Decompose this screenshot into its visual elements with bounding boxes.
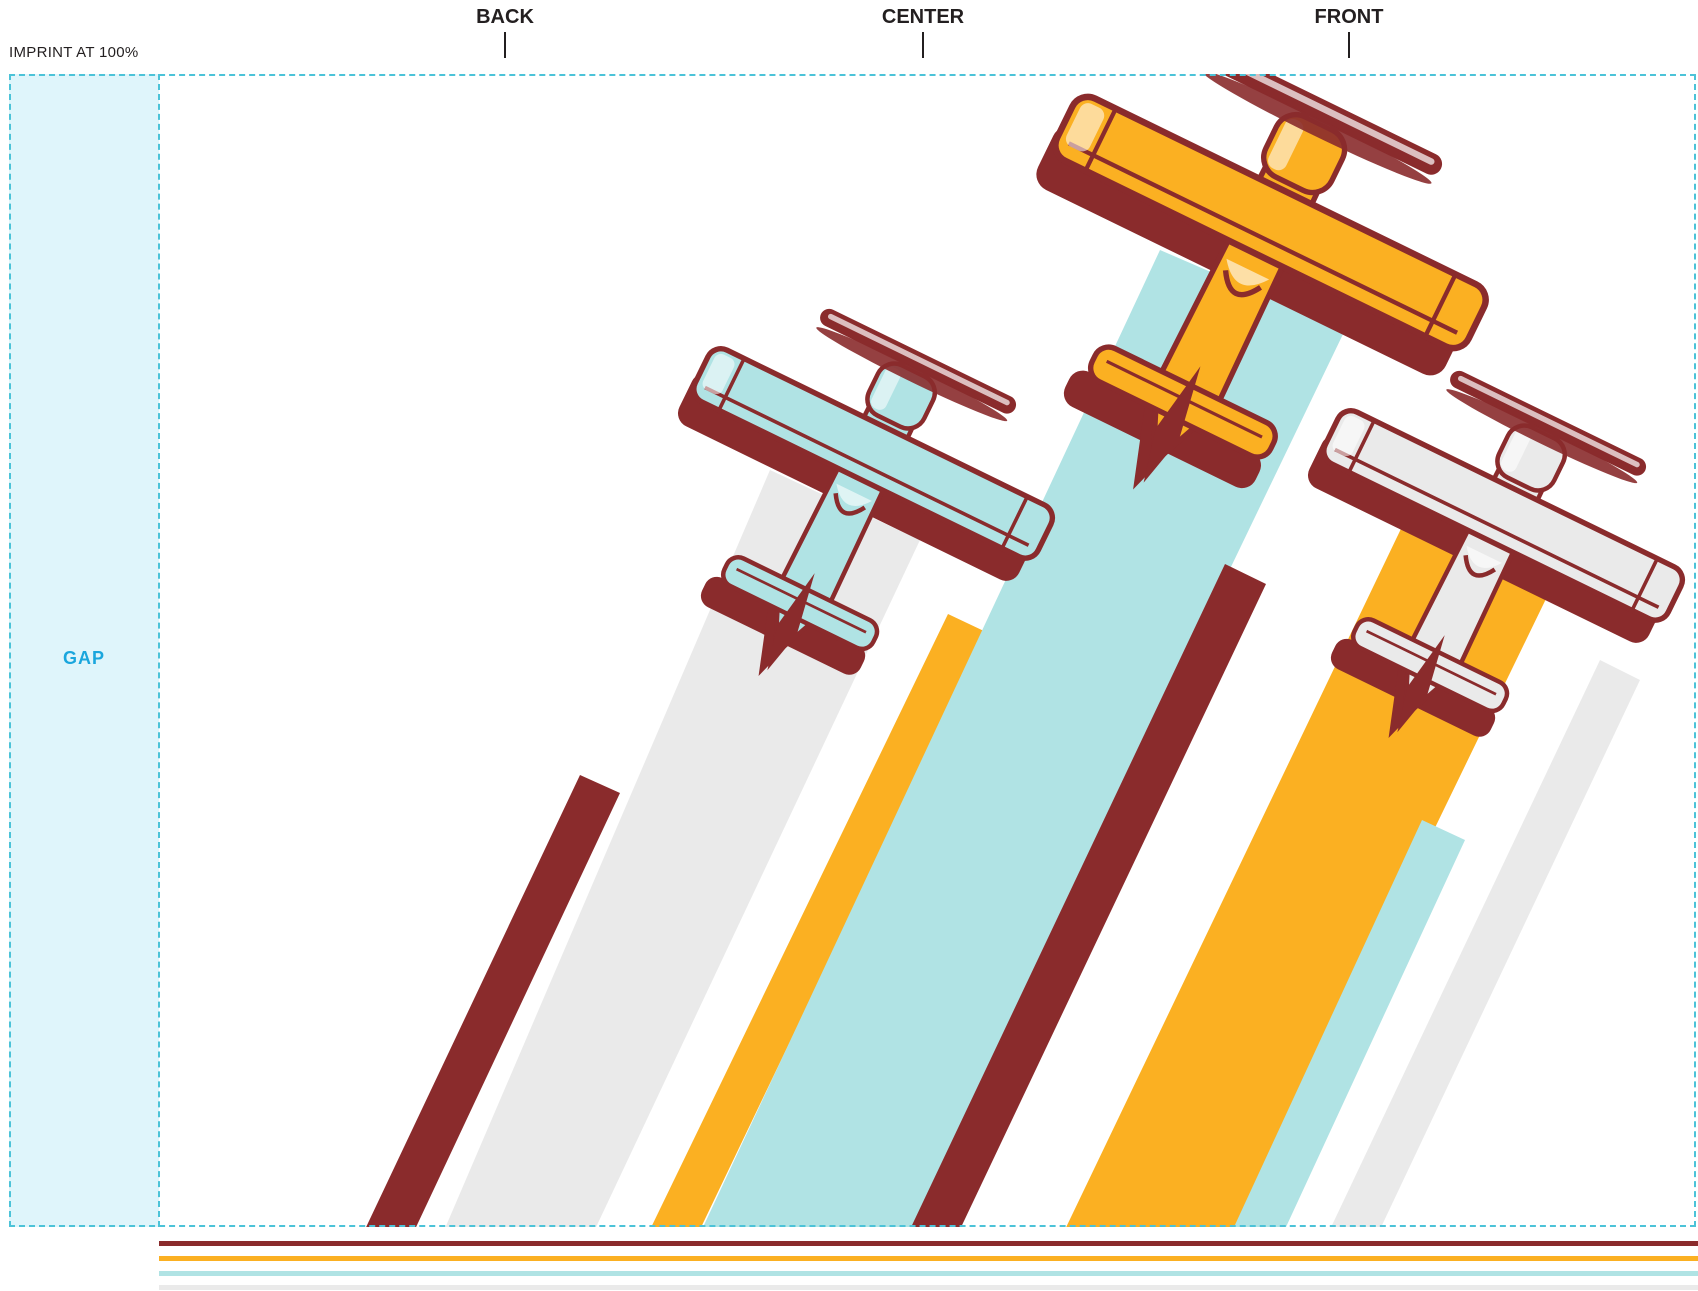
trail-aqua-center	[703, 250, 1345, 1227]
trail-maroon-back	[366, 775, 620, 1227]
swatch-aqua	[159, 1271, 1698, 1276]
plane-aqua: #pa .pf{fill:#b0e3e4}	[677, 308, 1056, 676]
trail-aqua-front	[1234, 820, 1465, 1227]
trail-gray-front	[1331, 660, 1640, 1227]
center-marker	[922, 32, 924, 58]
back-marker	[504, 32, 506, 58]
gap-divider-guide	[158, 74, 160, 1227]
trail-gold-mid	[651, 614, 986, 1227]
swatch-gray	[159, 1285, 1698, 1290]
back-label: BACK	[476, 6, 534, 28]
gap-label: GAP	[62, 648, 105, 668]
front-label: FRONT	[1314, 6, 1384, 28]
front-marker	[1348, 32, 1350, 58]
imprint-label: IMPRINT AT 100%	[9, 44, 139, 61]
plane-gray	[1307, 370, 1686, 738]
swatch-gold	[159, 1256, 1698, 1261]
trail-gray-back	[445, 470, 920, 1227]
plane-gold	[1036, 74, 1489, 490]
center-label: CENTER	[881, 6, 965, 28]
gap-column	[9, 74, 159, 1227]
trail-maroon-center	[911, 564, 1266, 1227]
swatch-maroon	[159, 1241, 1698, 1246]
imprint-area-guide	[9, 74, 1696, 1227]
